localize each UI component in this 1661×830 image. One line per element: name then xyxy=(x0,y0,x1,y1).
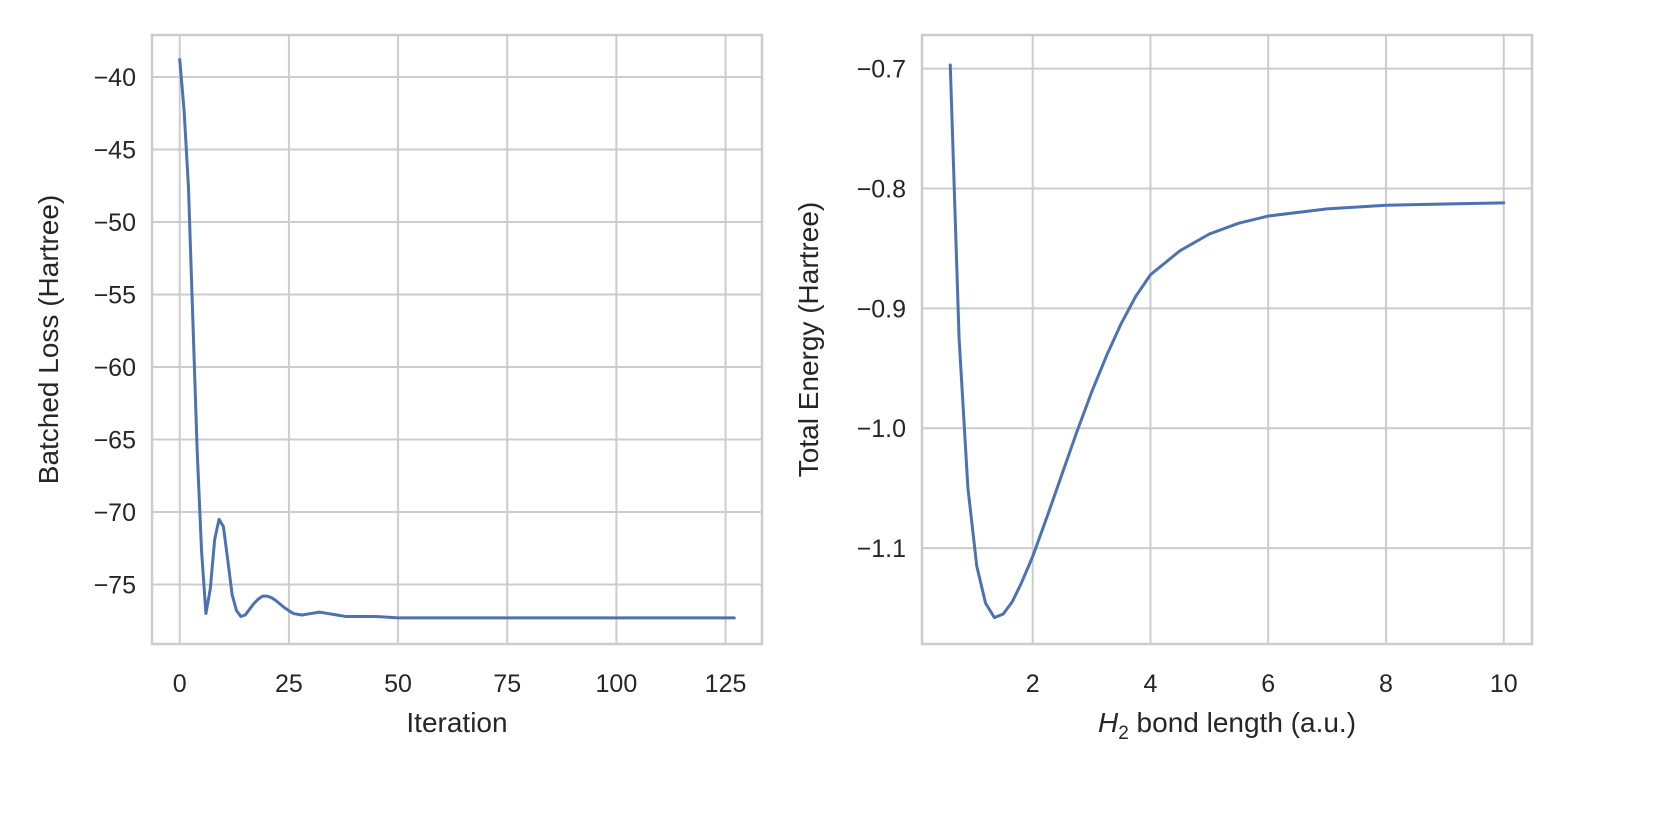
energy-plot-frame xyxy=(920,33,1534,646)
loss-chart: 0 25 50 75 100 125 −40 −45 −50 −55 −60 −65 −70 −75 I… xyxy=(33,33,764,738)
energy-x-tick-label: 4 xyxy=(1144,670,1158,698)
energy-y-tick-label: −0.9 xyxy=(857,295,906,323)
energy-y-tick-label: −1.1 xyxy=(857,535,906,563)
loss-series-line xyxy=(178,58,736,620)
energy-x-tick-label: 8 xyxy=(1379,670,1393,698)
loss-y-tick-label: −40 xyxy=(94,64,136,92)
energy-y-tick-label: −0.8 xyxy=(857,175,906,203)
loss-x-tick-label: 100 xyxy=(596,670,638,698)
energy-chart: 2 4 6 8 10 −0.7−0.8−0.9−1.0−1.1 H2 bond leng… xyxy=(793,33,1534,744)
energy-y-tick-labels: −0.7 −0.8 −0.9 −1.0 −1.1 xyxy=(857,56,906,564)
loss-x-axis-label: Iteration xyxy=(406,707,507,738)
energy-grid xyxy=(922,35,1532,644)
loss-x-tick-label: 75 xyxy=(493,670,521,698)
energy-x-tick-labels: 2 4 6 8 10 xyxy=(1026,670,1518,698)
loss-y-tick-label: −45 xyxy=(94,137,136,165)
loss-y-tick-label: −60 xyxy=(94,354,136,382)
energy-x-tick-label: 6 xyxy=(1261,670,1275,698)
loss-x-tick-labels: 0 25 50 75 100 125 xyxy=(173,670,747,698)
loss-y-axis-label: Batched Loss (Hartree) xyxy=(33,195,64,484)
energy-x-tick-label: 10 xyxy=(1490,670,1518,698)
loss-y-tick-label: −55 xyxy=(94,282,136,310)
loss-y-tick-label: −50 xyxy=(94,209,136,237)
energy-y-tick-label: −0.7 xyxy=(857,56,906,84)
loss-y-tick-label: −75 xyxy=(94,572,136,600)
energy-x-axis-label-text: bond length (a.u.) xyxy=(1129,707,1356,738)
loss-x-tick-label: 25 xyxy=(275,670,303,698)
energy-x-tick-label: 2 xyxy=(1026,670,1040,698)
loss-y-tick-labels: −40 −45 −50 −55 −60 −65 −70 −75 xyxy=(94,64,136,600)
loss-x-tick-label: 50 xyxy=(384,670,412,698)
loss-x-tick-label: 0 xyxy=(173,670,187,698)
energy-series-line xyxy=(948,63,1506,620)
energy-x-axis-label-subscript: 2 xyxy=(1118,723,1129,744)
energy-x-axis-label: H2 bond length (a.u.) xyxy=(1098,707,1356,744)
loss-x-tick-label: 125 xyxy=(705,670,747,698)
energy-y-tick-label: −1.0 xyxy=(857,415,906,443)
energy-x-axis-label-symbol: H xyxy=(1098,707,1119,738)
loss-y-tick-label: −70 xyxy=(94,499,136,527)
loss-y-tick-label: −65 xyxy=(94,427,136,455)
loss-plot-frame xyxy=(150,33,764,646)
energy-y-axis-label: Total Energy (Hartree) xyxy=(793,202,824,477)
loss-grid xyxy=(152,35,762,644)
